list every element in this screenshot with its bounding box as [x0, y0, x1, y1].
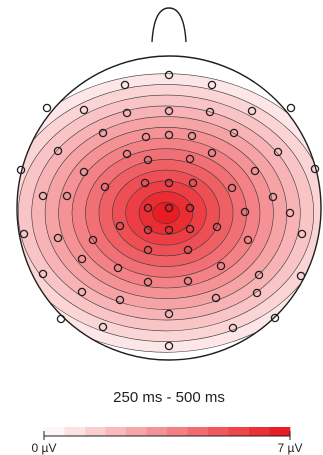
electrode-marker-11 [98, 128, 108, 138]
electrode-marker-45 [164, 225, 174, 235]
electrode-marker-4 [42, 103, 52, 113]
electrode-marker-38 [212, 222, 222, 232]
electrode-marker-60 [115, 295, 125, 305]
colorbar-step-12 [269, 427, 291, 436]
electrode-marker-34 [143, 203, 153, 213]
electrode-marker-65 [270, 313, 280, 323]
electrode-marker-31 [38, 191, 48, 201]
electrode-marker-68 [164, 341, 174, 351]
electrode-marker-40 [285, 208, 295, 218]
electrode-marker-48 [297, 229, 307, 239]
time-window-label: 250 ms - 500 ms [113, 389, 225, 406]
contour-line-3 [18, 94, 314, 332]
colorbar: 0 µV 7 µV [32, 427, 303, 455]
electrode-marker-41 [19, 229, 29, 239]
contour-line-13 [152, 202, 180, 225]
head-outline [16, 55, 322, 361]
electrode-marker-25 [310, 164, 320, 174]
contour-line-10 [112, 169, 221, 257]
electrode-marker-44 [143, 225, 153, 235]
electrode-marker-39 [240, 207, 250, 217]
colorbar-step-1 [44, 427, 65, 436]
electrode-marker-21 [79, 167, 89, 177]
colorbar-max-label: 7 µV [278, 441, 303, 455]
electrode-marker-54 [38, 269, 48, 279]
electrode-marker-18 [207, 148, 217, 158]
colorbar-step-10 [228, 427, 250, 436]
electrode-marker-42 [53, 233, 63, 243]
electrode-marker-64 [164, 309, 174, 319]
electrode-marker-5 [79, 105, 89, 115]
electrode-marker-3 [207, 80, 217, 90]
electrode-marker-13 [164, 130, 174, 140]
electrode-marker-32 [62, 191, 72, 201]
colorbar-step-3 [85, 427, 106, 436]
electrode-marker-6 [122, 108, 132, 118]
electrode-marker-27 [140, 178, 150, 188]
electrode-marker-16 [53, 146, 63, 156]
electrode-marker-29 [188, 178, 198, 188]
electrode-marker-23 [185, 154, 195, 164]
electrode-marker-7 [164, 106, 174, 116]
electrode-marker-20 [16, 165, 26, 175]
contour-line-12 [138, 191, 194, 235]
electrode-marker-24 [250, 166, 260, 176]
head-nose [151, 7, 187, 43]
electrode-marker-2 [120, 80, 130, 90]
electrode-marker-33 [268, 192, 278, 202]
contour-line-9 [98, 159, 234, 267]
colorbar-step-4 [105, 427, 127, 436]
colorbar-step-7 [167, 427, 188, 436]
electrode-marker-52 [113, 263, 123, 273]
electrode-marker-51 [77, 254, 87, 264]
electrode-marker-28 [164, 178, 174, 188]
electrode-marker-66 [98, 322, 108, 332]
colorbar-min-label: 0 µV [32, 441, 57, 455]
electrode-marker-37 [115, 221, 125, 231]
colorbar-step-8 [187, 427, 209, 436]
electrode-marker-1 [164, 70, 174, 80]
contour-line-4 [31, 105, 301, 321]
electrode-marker-15 [229, 128, 239, 138]
electrode-marker-8 [205, 107, 215, 117]
electrode-marker-57 [143, 277, 153, 287]
electrode-marker-17 [122, 149, 132, 159]
electrode-marker-22 [143, 155, 153, 165]
electrode-marker-56 [296, 271, 306, 281]
electrode-marker-46 [185, 224, 195, 234]
electrode-marker-30 [227, 183, 237, 193]
electrode-marker-35 [164, 203, 174, 213]
colorbar-step-11 [249, 427, 270, 436]
electrode-marker-26 [100, 182, 110, 192]
electrode-marker-19 [273, 147, 283, 157]
electrode-marker-49 [143, 245, 153, 255]
electrode-marker-62 [252, 288, 262, 298]
electrode-layer [16, 70, 320, 351]
colorbar-step-2 [64, 427, 86, 436]
electrode-marker-14 [187, 131, 197, 141]
contour-line-6 [58, 127, 274, 299]
electrode-marker-59 [77, 287, 87, 297]
electrode-marker-12 [141, 132, 151, 142]
colorbar-step-9 [208, 427, 229, 436]
electrode-marker-47 [243, 235, 253, 245]
colorbar-step-6 [146, 427, 168, 436]
electrode-marker-36 [185, 203, 195, 213]
electrode-marker-43 [88, 235, 98, 245]
electrode-marker-53 [216, 261, 226, 271]
electrode-marker-10 [286, 103, 296, 113]
electrode-marker-9 [247, 106, 257, 116]
electrode-marker-67 [228, 323, 238, 333]
electrode-marker-55 [254, 270, 264, 280]
colorbar-step-5 [126, 427, 147, 436]
electrode-marker-61 [211, 293, 221, 303]
electrode-marker-63 [56, 314, 66, 324]
electrode-marker-58 [183, 276, 193, 286]
contour-line-2 [17, 84, 321, 342]
contour-line-8 [85, 148, 247, 278]
electrode-marker-50 [183, 245, 193, 255]
